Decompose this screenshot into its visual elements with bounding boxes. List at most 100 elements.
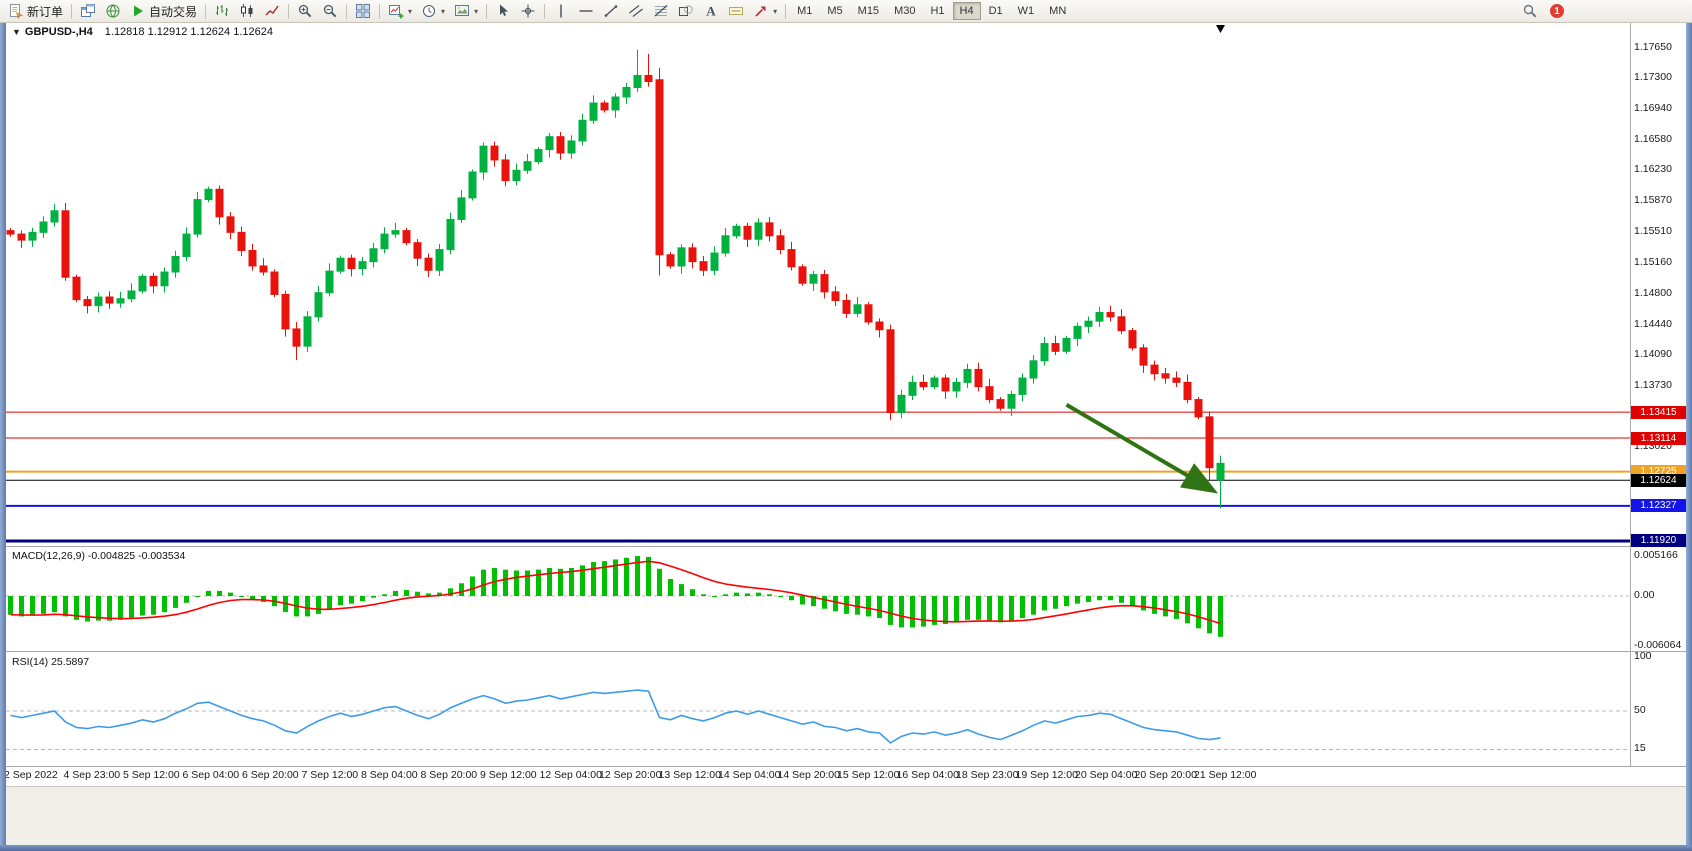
timeframe-d1[interactable]: D1 [982,2,1010,20]
date-axis-label: 16 Sep 04:00 [896,769,959,781]
cursor-icon [495,3,511,19]
shapes-button[interactable] [674,1,698,21]
date-axis-label: 8 Sep 04:00 [361,769,418,781]
price-axis-label: 1.15870 [1634,194,1672,207]
price-axis-label: 1.14090 [1634,347,1672,360]
period-button[interactable]: ▾ [417,1,449,21]
price-axis-label: 1.17300 [1634,71,1672,84]
chevron-down-icon: ▾ [773,6,778,16]
toolbar-separator [544,3,546,19]
date-axis-label: 4 Sep 23:00 [63,769,121,781]
svg-text:A: A [706,4,716,19]
symbol-period-label: GBPUSD-,H4 [24,26,93,38]
price-tag: 1.13114 [1631,431,1686,445]
window-border-right [1686,22,1692,851]
horizontal-line-objects[interactable] [6,411,1630,543]
date-axis-label: 19 Sep 12:00 [1015,769,1078,781]
toolbar-separator [288,3,290,19]
timeframe-m15[interactable]: M15 [851,2,886,20]
price-axis-label: 1.17650 [1634,41,1672,53]
bar-chart-button[interactable] [210,1,234,21]
search-button[interactable] [1518,1,1542,21]
timeframe-h1[interactable]: H1 [923,2,951,20]
new-chart-button[interactable]: ▾ [384,1,416,21]
trend-arrow-annotation[interactable] [1065,403,1219,494]
text-label-button[interactable] [724,1,748,21]
price-axis-label: 1.16940 [1634,102,1672,115]
zoom-in-button[interactable] [293,1,317,21]
vline-button[interactable] [549,1,573,21]
timeframe-m5[interactable]: M5 [820,2,849,20]
price-axis-label: 1.15160 [1634,255,1672,268]
date-axis-label: 20 Sep 20:00 [1134,769,1197,781]
toolbar-right-cluster: 1 [1518,0,1564,22]
new-order-icon [8,3,24,19]
crosshair-button[interactable] [516,1,540,21]
candlestick-icon [239,3,255,19]
date-axis-label: 13 Sep 12:00 [658,769,721,781]
line-chart-icon [264,3,280,19]
current-bar-marker [1216,25,1225,33]
autotrade-button-label: 自动交易 [149,4,198,19]
market-icon [105,3,121,19]
zoom-out-button[interactable] [318,1,342,21]
charts-button[interactable] [76,1,100,21]
tile-windows-button[interactable] [351,1,375,21]
new-chart-icon [388,3,404,19]
line-chart-button[interactable] [260,1,284,21]
hline-button[interactable] [574,1,598,21]
collapse-triangle-icon[interactable]: ▼ [12,27,21,37]
channel-button[interactable] [624,1,648,21]
timeframe-mn[interactable]: MN [1042,2,1073,20]
shapes-icon [678,3,694,19]
date-axis-label: 15 Sep 12:00 [837,769,900,781]
date-axis-label: 21 Sep 12:00 [1194,769,1257,781]
arrows-button[interactable]: ▾ [749,1,781,21]
timeframe-h4[interactable]: H4 [952,2,981,20]
toolbar-separator [71,3,73,19]
macd-scale-label: 0.005166 [1634,549,1678,561]
autotrade-button[interactable]: 自动交易 [126,1,201,21]
timeframe-w1[interactable]: W1 [1011,2,1042,20]
toolbar-separator [379,3,381,19]
date-axis-label: 2 Sep 2022 [4,769,58,781]
date-axis-label: 14 Sep 20:00 [777,769,840,781]
trendline-button[interactable] [599,1,623,21]
bar-chart-icon [214,3,230,19]
chevron-down-icon: ▾ [408,6,413,16]
price-tag: 1.12624 [1631,473,1686,487]
chevron-down-icon: ▾ [474,6,479,16]
market-button[interactable] [101,1,125,21]
price-tag: 1.13415 [1631,405,1686,419]
notification-badge[interactable]: 1 [1550,4,1564,18]
macd-header: MACD(12,26,9) -0.004825 -0.003534 [12,550,186,562]
timeframe-m30[interactable]: M30 [887,2,922,20]
timeframe-m1[interactable]: M1 [790,2,819,20]
candlestick-button[interactable] [235,1,259,21]
channel-icon [628,3,644,19]
date-axis-label: 7 Sep 12:00 [301,769,359,781]
date-axis-label: 6 Sep 04:00 [182,769,240,781]
window-border-left [0,22,6,851]
text-icon: A [703,3,719,19]
price-axis-label: 1.14800 [1634,286,1672,299]
trendline-icon [603,3,619,19]
ohlc-values: 1.12818 1.12912 1.12624 1.12624 [104,26,273,38]
price-axis-label: 1.15510 [1634,225,1672,238]
new-order-button[interactable]: 新订单 [4,1,67,21]
main-toolbar: 新订单 自动交易 ▾ ▾ ▾ A ▾ M1 M5 M15 M30 H1 H4 D1 W1 MN 1 [0,0,1692,23]
template-button[interactable]: ▾ [450,1,482,21]
text-button[interactable]: A [699,1,723,21]
chevron-down-icon: ▾ [441,6,446,16]
date-axis-label: 8 Sep 20:00 [420,769,478,781]
fibonacci-button[interactable] [649,1,673,21]
date-axis-label: 12 Sep 20:00 [599,769,662,781]
rsi-scale-label: 15 [1634,742,1646,754]
candles [6,49,1225,509]
zoom-out-icon [322,3,338,19]
macd-scale-label: 0.00 [1634,589,1655,601]
cursor-button[interactable] [491,1,515,21]
date-axis-label: 12 Sep 04:00 [539,769,602,781]
crosshair-icon [520,3,536,19]
